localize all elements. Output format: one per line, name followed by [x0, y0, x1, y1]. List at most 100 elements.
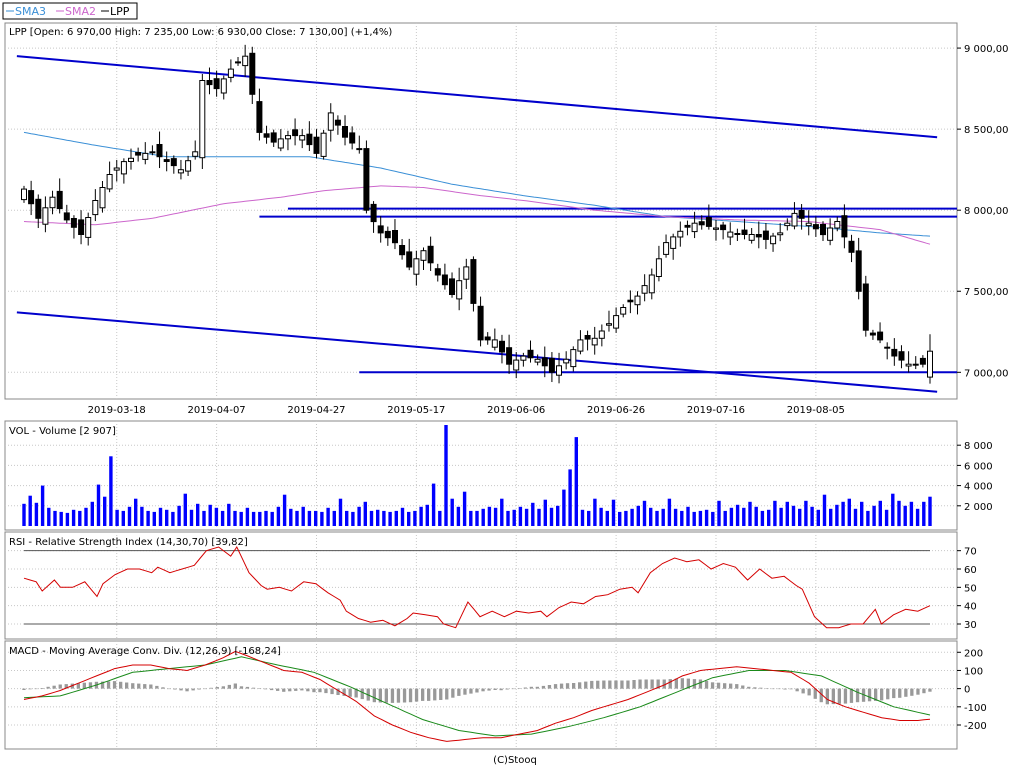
candle-down: [370, 203, 377, 223]
candle-up: [641, 285, 648, 294]
macd-histogram-bar: [52, 685, 56, 689]
macd-histogram-bar: [245, 686, 250, 689]
candle-down: [527, 349, 534, 359]
macd-histogram-bar: [34, 688, 38, 690]
macd-histogram-bar: [644, 679, 648, 689]
macd-histogram-bar: [408, 688, 413, 703]
candle-down: [306, 133, 313, 146]
candle-up: [520, 355, 527, 361]
candle-down: [919, 357, 926, 365]
macd-lines: [22, 650, 932, 742]
x-tick-label: 2019-08-05: [787, 405, 845, 416]
candle-down: [63, 212, 70, 221]
macd-histogram-bar: [547, 685, 552, 689]
candle-down: [720, 224, 727, 231]
macd-histogram-bar: [632, 680, 636, 689]
candle-down: [762, 230, 769, 240]
macd-histogram-bar: [481, 688, 485, 692]
macd-histogram-bar: [922, 688, 926, 694]
macd-histogram-bar: [330, 688, 334, 695]
trend-lines: [16, 55, 957, 393]
macd-histogram-bar: [88, 682, 93, 689]
macd-histogram-bar: [529, 686, 533, 689]
macd-histogram-bar: [239, 686, 244, 689]
macd-histogram-bar: [257, 688, 262, 689]
volume-bar: [65, 512, 70, 526]
macd-histogram-bar: [378, 688, 382, 703]
volume-axis-label: 4 000: [964, 482, 993, 493]
candle-down: [584, 335, 591, 340]
candle-down: [470, 259, 477, 304]
macd-axis-label: 100: [964, 666, 983, 677]
macd-histogram-bar: [765, 688, 769, 689]
rsi-axis-label: 40: [964, 602, 977, 613]
candle-up: [655, 258, 662, 277]
candle-down: [499, 340, 505, 353]
candle-up: [513, 359, 520, 371]
volume-bar: [152, 511, 156, 526]
volume-panel-frame: [4, 420, 958, 531]
volume-bar: [574, 437, 578, 526]
legend-sma2: SMA2: [65, 5, 96, 18]
macd-histogram-bar: [396, 688, 401, 703]
volume-bar: [723, 510, 727, 526]
volume-bar: [618, 511, 622, 526]
volume-bar: [34, 502, 39, 526]
volume-bar: [773, 500, 777, 527]
candle-up: [92, 200, 99, 216]
volume-bar: [332, 510, 336, 526]
candle-up: [106, 174, 113, 190]
candle-down: [313, 136, 320, 154]
candle-down: [812, 224, 819, 230]
volume-bar: [245, 507, 250, 526]
macd-histogram-bar: [22, 688, 26, 690]
macd-histogram-bar: [880, 688, 884, 701]
candle-down: [163, 159, 170, 163]
macd-axis-label: -100: [964, 703, 987, 714]
volume-bar: [680, 510, 684, 526]
candle-down: [56, 190, 63, 210]
x-tick-label: 2019-04-27: [287, 405, 345, 416]
volume-bar: [891, 493, 895, 526]
macd-histogram-bar: [263, 688, 268, 690]
macd-histogram-bar: [221, 686, 225, 689]
candle-up: [277, 138, 284, 149]
volume-bar: [922, 501, 926, 526]
volume-bar: [487, 506, 492, 526]
candle-up: [456, 280, 463, 300]
volume-bar: [177, 505, 181, 526]
volume-bar: [369, 510, 374, 526]
macd-histogram-bar: [710, 682, 715, 689]
volume-bar: [189, 509, 194, 526]
volume-bar: [115, 509, 119, 526]
macd-histogram-bar: [608, 680, 612, 689]
candle-down: [449, 278, 455, 295]
candle-up: [49, 196, 56, 209]
macd-histogram-bar: [541, 685, 546, 689]
volume-bar: [289, 508, 293, 526]
macd-histogram-bar: [892, 688, 896, 699]
candle-up: [784, 222, 791, 227]
volume-bar: [264, 510, 268, 526]
volume-bar: [580, 509, 585, 526]
macd-histogram-bar: [76, 683, 80, 689]
volume-bar: [829, 508, 833, 526]
volume-bar: [208, 504, 212, 526]
volume-bar: [47, 507, 51, 526]
volume-bar: [276, 506, 281, 526]
candle-up: [85, 217, 92, 238]
candle-down: [541, 357, 548, 367]
volume-bar: [96, 484, 101, 526]
volume-bar: [853, 508, 858, 526]
macd-histogram-bar: [674, 678, 678, 689]
volume-bar: [28, 495, 32, 526]
macd-histogram-bar: [451, 688, 455, 698]
channel-lower-line: [16, 311, 938, 393]
candle-down: [705, 217, 712, 227]
volume-bar: [667, 498, 672, 526]
candle-up: [927, 350, 933, 378]
macd-histogram-bar: [867, 688, 872, 702]
volume-bar: [636, 505, 640, 526]
candle-down: [406, 251, 413, 268]
macd-histogram-bar: [294, 688, 298, 691]
